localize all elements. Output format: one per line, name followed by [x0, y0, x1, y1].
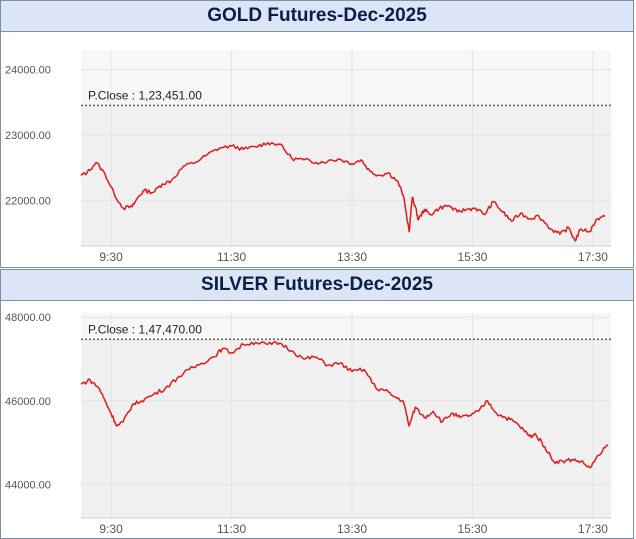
silver-chart: 48000.00 46000.00 44000.00 9:30 11:30 13:30 15… — [5, 312, 611, 536]
silver-y-tick-label: 46000.00 — [5, 396, 51, 408]
silver-x-tick-label: 17:30 — [578, 522, 608, 536]
gold-price-line — [80, 141, 606, 242]
silver-x-tick-label: 11:30 — [217, 522, 246, 536]
silver-previous-close-label: P.Close : 1,47,470.00 — [88, 322, 202, 336]
gold-y-tick-label: 23000.00 — [5, 130, 51, 142]
silver-x-tick-label: 9:30 — [99, 522, 123, 536]
silver-x-tick-label: 13:30 — [337, 522, 367, 536]
silver-chart-panel: SILVER Futures-Dec-2025 48000.00 46000.00… — [0, 269, 634, 539]
gold-y-tick-label: 24000.00 — [5, 65, 51, 77]
gold-chart: 24000.00 23000.00 22000.00 9:30 11:30 13:30 15… — [5, 50, 611, 264]
silver-price-line — [80, 341, 609, 469]
gold-x-tick-label: 15:30 — [457, 250, 487, 264]
gold-chart-panel: GOLD Futures-Dec-2025 24000.00 23000.00 22… — [0, 0, 634, 268]
gold-x-tick-label: 17:30 — [578, 250, 608, 264]
gold-previous-close-label: P.Close : 1,23,451.00 — [88, 88, 202, 102]
gold-x-tick-label: 9:30 — [99, 250, 123, 264]
silver-y-tick-label: 48000.00 — [5, 312, 51, 324]
silver-y-tick-label: 44000.00 — [5, 480, 51, 492]
silver-chart-title: SILVER Futures-Dec-2025 — [1, 270, 633, 301]
gold-x-tick-label: 11:30 — [217, 250, 246, 264]
gold-chart-title: GOLD Futures-Dec-2025 — [1, 1, 633, 32]
gold-y-tick-label: 22000.00 — [5, 195, 51, 207]
gold-x-tick-label: 13:30 — [337, 250, 367, 264]
gold-shaded-region — [81, 105, 611, 246]
silver-x-tick-label: 15:30 — [457, 522, 487, 536]
